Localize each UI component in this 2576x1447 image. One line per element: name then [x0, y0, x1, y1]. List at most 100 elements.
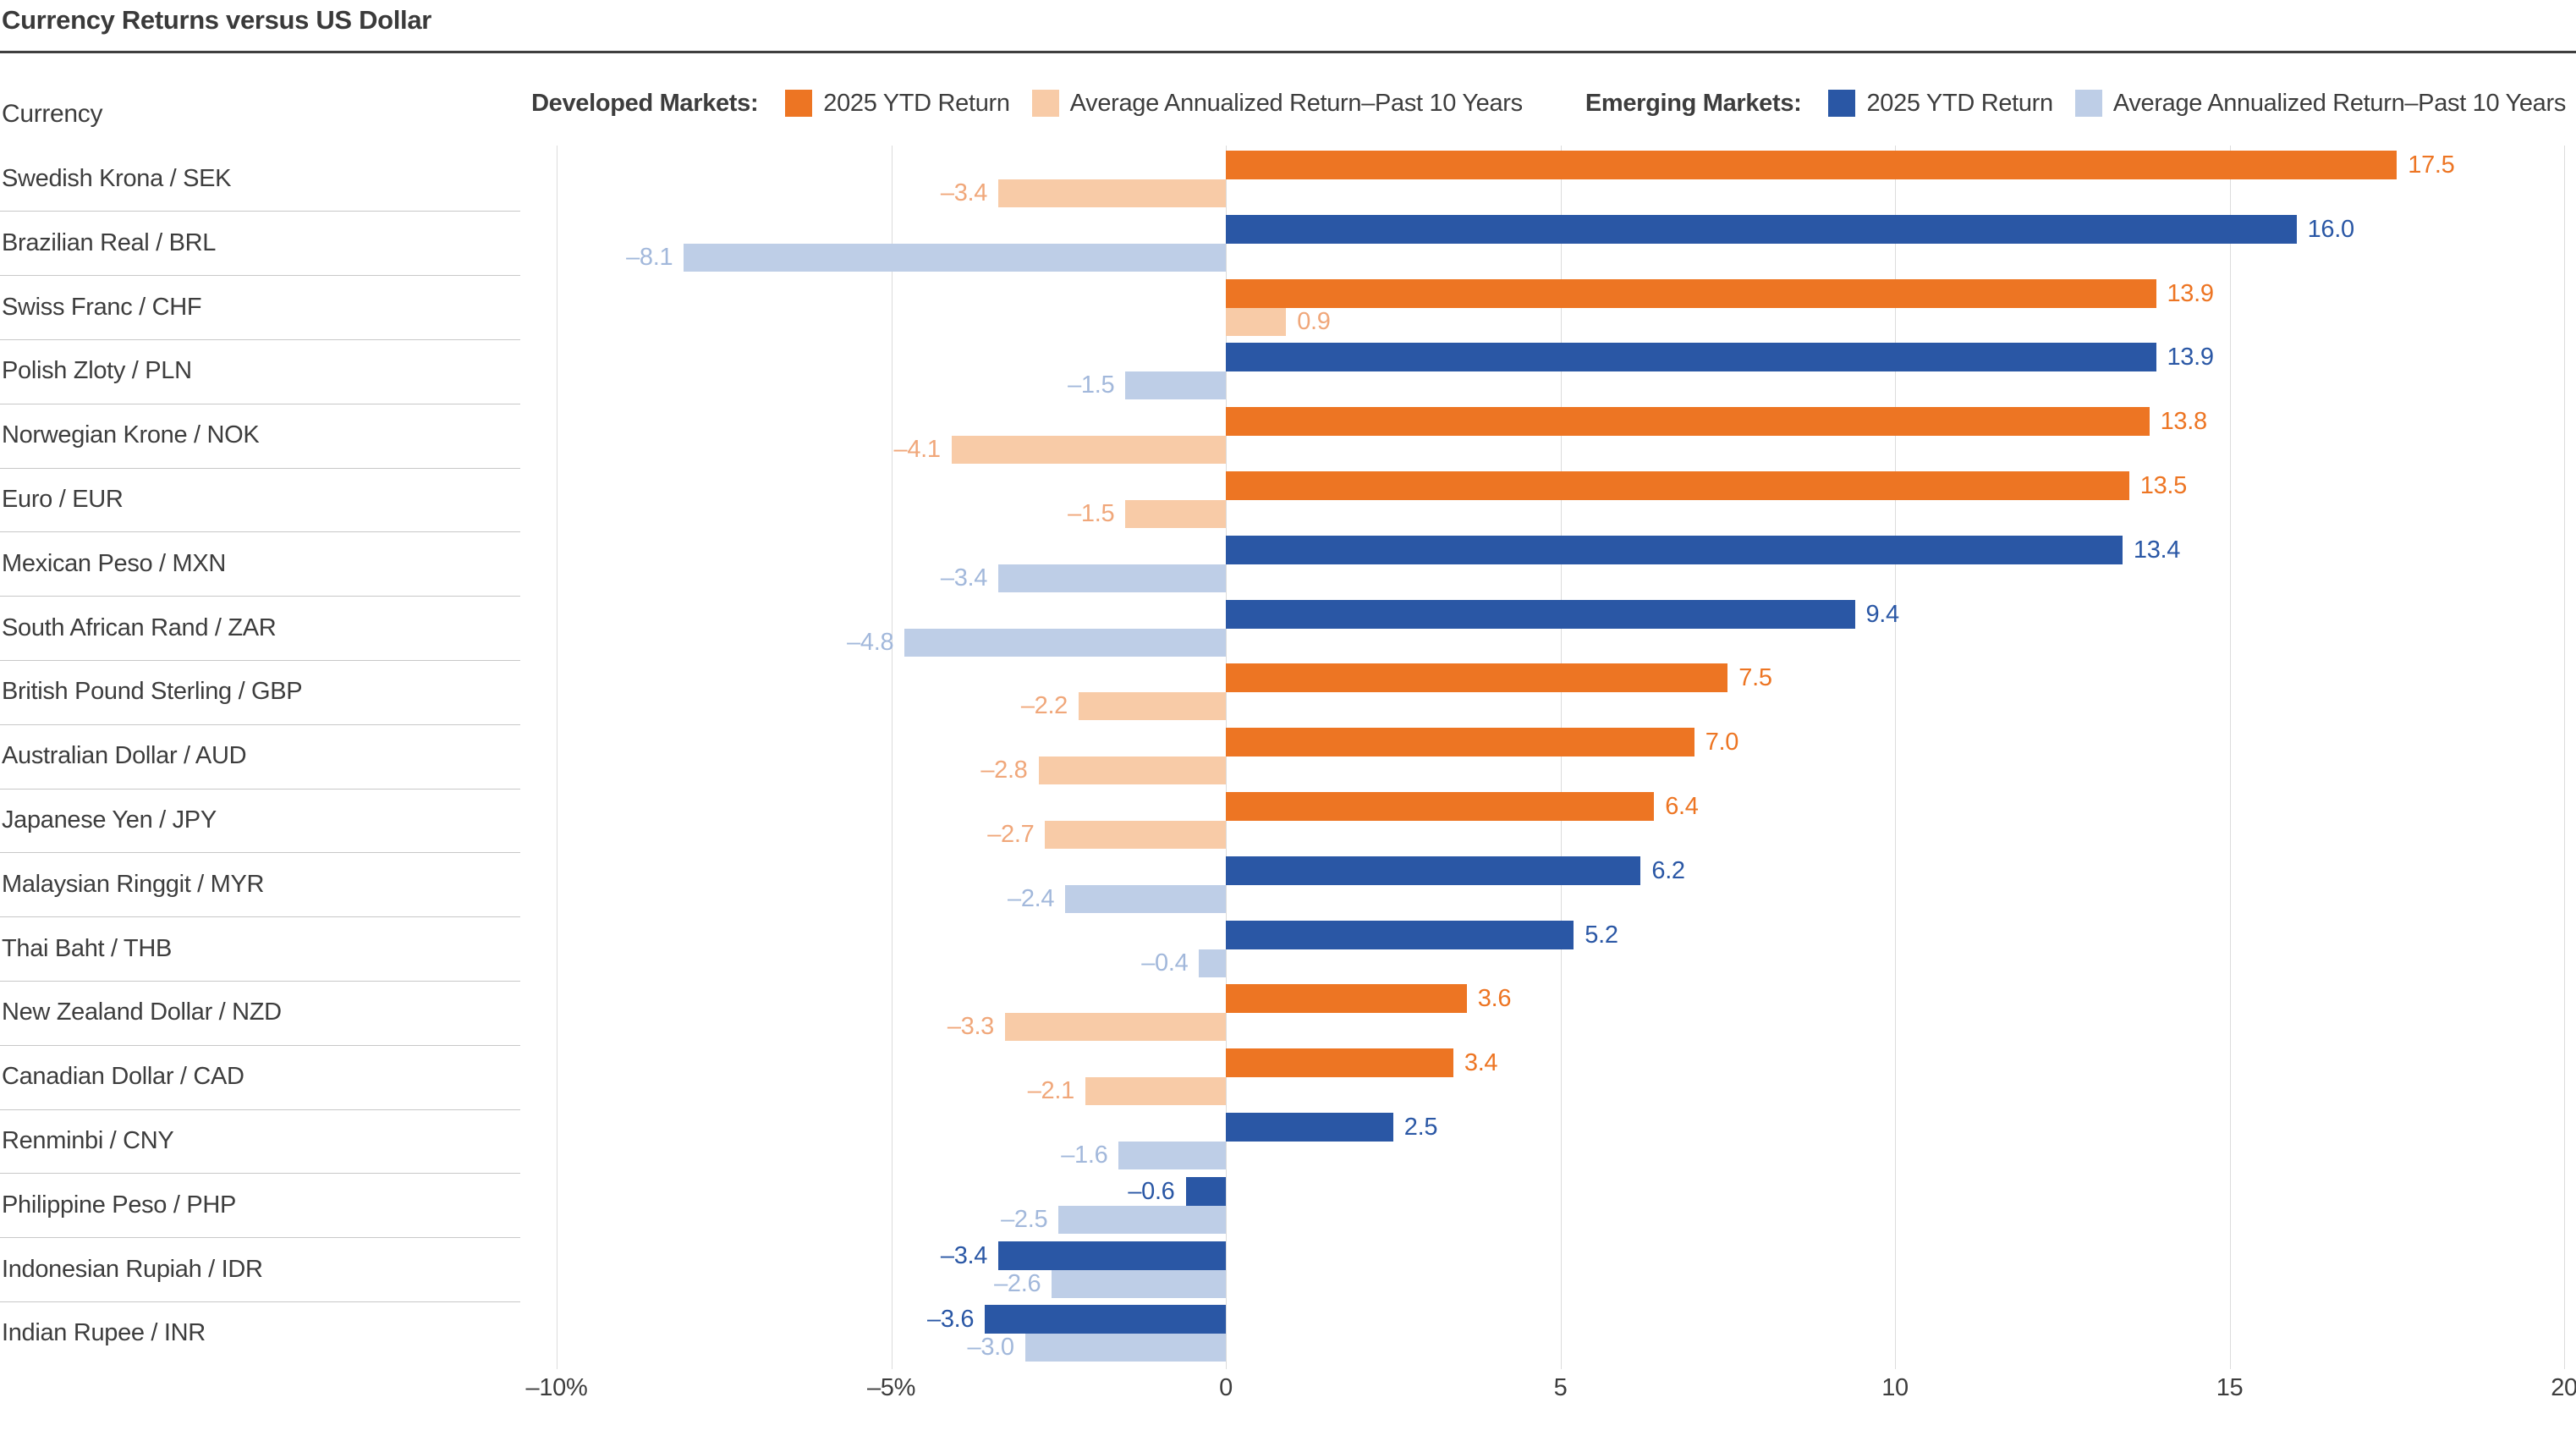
bar-avg10y-developed — [1226, 307, 1287, 336]
row-separator — [0, 659, 520, 661]
x-tick-label: –10% — [525, 1374, 588, 1401]
value-label-ytd: –3.4 — [940, 1241, 988, 1269]
page-title: Currency Returns versus US Dollar — [2, 5, 432, 35]
value-label-ytd: 13.9 — [2167, 279, 2214, 307]
row-separator — [0, 275, 520, 277]
row-separator — [0, 916, 520, 918]
bar-ytd-developed — [1226, 792, 1655, 821]
bar-ytd-developed — [1226, 984, 1467, 1014]
currency-label: Australian Dollar / AUD — [2, 742, 247, 770]
bar-avg10y-emerging — [1052, 1269, 1226, 1298]
bar-avg10y-emerging — [1199, 949, 1226, 977]
legend-developed-markets-label: Developed Markets: — [531, 89, 759, 117]
legend-swatch-developed-avg — [1031, 90, 1059, 117]
value-label-avg10y: –2.2 — [1020, 692, 1068, 720]
x-tick-label: –5% — [866, 1374, 916, 1401]
bar-avg10y-developed — [1085, 1077, 1226, 1106]
bar-ytd-emerging — [1185, 1176, 1226, 1206]
row-separator — [0, 1109, 520, 1110]
currency-label: Mexican Peso / MXN — [2, 549, 226, 577]
bar-avg10y-developed — [951, 436, 1226, 465]
row-separator — [0, 1044, 520, 1046]
bar-ytd-emerging — [985, 1305, 1226, 1334]
currency-label: Philippine Peso / PHP — [2, 1191, 236, 1219]
currency-label: Norwegian Krone / NOK — [2, 421, 260, 449]
row-separator — [0, 467, 520, 469]
value-label-avg10y: –2.7 — [987, 821, 1035, 848]
legend-emerging-ytd-label: 2025 YTD Return — [1866, 89, 2053, 117]
gridline — [2229, 146, 2231, 1369]
value-label-ytd: 3.4 — [1464, 1049, 1498, 1077]
gridline — [1895, 146, 1896, 1369]
value-label-ytd: –3.6 — [927, 1306, 975, 1334]
bar-ytd-emerging — [1226, 599, 1855, 629]
value-label-avg10y: –3.0 — [967, 1334, 1014, 1362]
row-separator — [0, 211, 520, 212]
value-label-ytd: 2.5 — [1403, 1114, 1438, 1141]
row-separator — [0, 724, 520, 725]
currency-label: New Zealand Dollar / NZD — [2, 999, 282, 1026]
value-label-avg10y: –3.4 — [940, 564, 988, 591]
value-label-avg10y: –2.6 — [994, 1269, 1041, 1297]
row-separator — [0, 980, 520, 982]
row-separator — [0, 1301, 520, 1302]
legend-swatch-developed-ytd — [785, 90, 813, 117]
value-label-ytd: 5.2 — [1585, 921, 1618, 949]
bar-ytd-emerging — [998, 1241, 1226, 1270]
value-label-ytd: –0.6 — [1128, 1177, 1175, 1205]
value-label-ytd: 7.0 — [1705, 729, 1739, 757]
bar-ytd-developed — [1226, 471, 2129, 500]
value-label-avg10y: –4.8 — [847, 628, 894, 656]
bar-avg10y-developed — [1079, 692, 1226, 721]
currency-label: Canadian Dollar / CAD — [2, 1063, 244, 1091]
value-label-ytd: 17.5 — [2408, 151, 2455, 179]
title-divider — [0, 51, 2576, 53]
x-tick-label: 20 — [2551, 1374, 2576, 1401]
chart-legend: Developed Markets: 2025 YTD Return Avera… — [531, 86, 2566, 120]
value-label-avg10y: –3.3 — [947, 1013, 994, 1041]
bar-avg10y-emerging — [1024, 1334, 1226, 1362]
bar-ytd-developed — [1226, 1048, 1453, 1078]
legend-item-developed-avg: Average Annualized Return–Past 10 Years — [1031, 90, 1523, 118]
currency-column-header: Currency — [2, 100, 103, 128]
value-label-ytd: 7.5 — [1738, 664, 1772, 692]
value-label-ytd: 6.2 — [1651, 856, 1685, 884]
currency-label: Swiss Franc / CHF — [2, 293, 202, 321]
x-tick-label: 10 — [1881, 1374, 1909, 1401]
bar-ytd-emerging — [1226, 856, 1641, 885]
currency-label: Swedish Krona / SEK — [2, 165, 232, 192]
value-label-avg10y: –2.8 — [980, 757, 1028, 784]
value-label-avg10y: –2.4 — [1008, 884, 1055, 912]
value-label-avg10y: –1.6 — [1061, 1142, 1108, 1169]
bar-avg10y-emerging — [1118, 1142, 1226, 1169]
bar-avg10y-emerging — [684, 243, 1226, 272]
value-label-avg10y: –2.5 — [1001, 1205, 1048, 1233]
legend-item-emerging-avg: Average Annualized Return–Past 10 Years — [2074, 90, 2566, 118]
currency-label: Euro / EUR — [2, 486, 124, 513]
legend-item-developed-ytd: 2025 YTD Return — [785, 90, 1010, 118]
bar-ytd-emerging — [1226, 343, 2156, 372]
value-label-avg10y: –8.1 — [626, 243, 673, 271]
row-separator — [0, 596, 520, 597]
legend-emerging-markets-label: Emerging Markets: — [1585, 89, 1802, 117]
bar-ytd-developed — [1226, 407, 2150, 437]
bar-ytd-developed — [1226, 278, 2156, 308]
bar-ytd-emerging — [1226, 535, 2123, 564]
bar-ytd-developed — [1226, 151, 2397, 179]
value-label-ytd: 13.8 — [2160, 408, 2207, 436]
row-separator — [0, 531, 520, 533]
legend-item-emerging-ytd: 2025 YTD Return — [1828, 89, 2053, 118]
bar-ytd-emerging — [1226, 1113, 1393, 1142]
bar-avg10y-developed — [1038, 757, 1226, 785]
value-label-ytd: 13.5 — [2139, 472, 2187, 499]
bar-avg10y-developed — [1125, 500, 1226, 528]
currency-label: Brazilian Real / BRL — [2, 228, 217, 256]
x-tick-label: 15 — [2216, 1374, 2244, 1401]
x-tick-label: 0 — [1219, 1374, 1233, 1401]
value-label-avg10y: –0.4 — [1141, 949, 1189, 977]
row-separator — [0, 788, 520, 790]
row-separator — [0, 1173, 520, 1175]
currency-label: Malaysian Ringgit / MYR — [2, 870, 265, 898]
gridline — [1226, 146, 1227, 1369]
